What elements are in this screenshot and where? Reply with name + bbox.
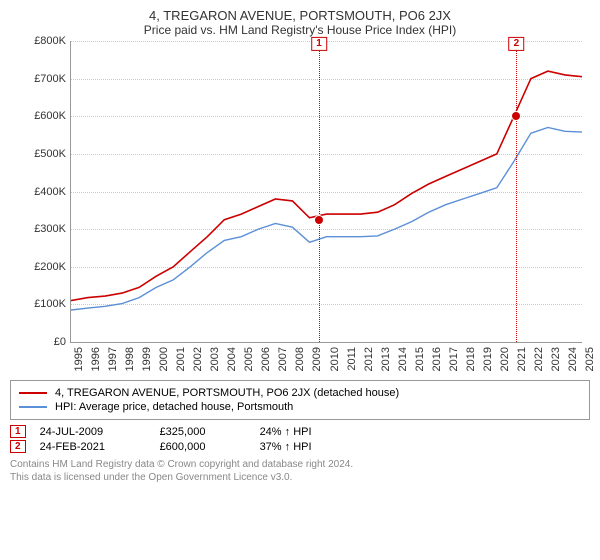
y-tick-label: £300K — [22, 223, 66, 235]
price-chart: 12 £0£100K£200K£300K£400K£500K£600K£700K… — [22, 41, 582, 379]
sale-row-flag: 2 — [10, 440, 26, 453]
x-tick-label: 2020 — [499, 347, 511, 371]
footer-line-1: Contains HM Land Registry data © Crown c… — [10, 458, 590, 471]
x-tick-label: 2017 — [448, 347, 460, 371]
y-tick-label: £100K — [22, 298, 66, 310]
footer-attribution: Contains HM Land Registry data © Crown c… — [10, 458, 590, 484]
legend-item: HPI: Average price, detached house, Port… — [19, 401, 581, 413]
x-tick-label: 2011 — [346, 347, 358, 371]
x-tick-label: 1995 — [73, 347, 85, 371]
x-tick-label: 2005 — [243, 347, 255, 371]
sale-point — [314, 215, 324, 225]
sale-row: 1 24-JUL-2009£325,00024% ↑ HPI — [10, 424, 590, 439]
x-tick-label: 2023 — [550, 347, 562, 371]
x-tick-label: 2013 — [380, 347, 392, 371]
x-tick-label: 2025 — [584, 347, 596, 371]
sale-row-diff: 24% ↑ HPI — [260, 426, 312, 438]
sale-flag: 2 — [509, 37, 525, 51]
legend-item: 4, TREGARON AVENUE, PORTSMOUTH, PO6 2JX … — [19, 387, 581, 399]
x-tick-label: 1996 — [90, 347, 102, 371]
x-tick-label: 2003 — [209, 347, 221, 371]
x-tick-label: 2007 — [277, 347, 289, 371]
legend: 4, TREGARON AVENUE, PORTSMOUTH, PO6 2JX … — [10, 380, 590, 420]
x-tick-label: 2006 — [260, 347, 272, 371]
series-line-property — [71, 71, 582, 301]
x-tick-label: 2018 — [465, 347, 477, 371]
page-title: 4, TREGARON AVENUE, PORTSMOUTH, PO6 2JX — [10, 8, 590, 23]
sale-row-date: 24-JUL-2009 — [40, 426, 160, 438]
sale-marker-line — [516, 41, 517, 342]
y-tick-label: £500K — [22, 148, 66, 160]
sale-row-flag: 1 — [10, 425, 26, 438]
sale-row-diff: 37% ↑ HPI — [260, 441, 312, 453]
sale-row: 2 24-FEB-2021£600,00037% ↑ HPI — [10, 439, 590, 454]
x-tick-label: 2019 — [482, 347, 494, 371]
x-tick-label: 2010 — [329, 347, 341, 371]
footer-line-2: This data is licensed under the Open Gov… — [10, 471, 590, 484]
y-tick-label: £0 — [22, 336, 66, 348]
x-tick-label: 2001 — [175, 347, 187, 371]
sale-point — [511, 111, 521, 121]
x-tick-label: 2002 — [192, 347, 204, 371]
x-tick-label: 2022 — [533, 347, 545, 371]
sales-table: 1 24-JUL-2009£325,00024% ↑ HPI 2 24-FEB-202… — [10, 424, 590, 454]
legend-swatch — [19, 406, 47, 408]
x-tick-label: 2004 — [226, 347, 238, 371]
x-tick-label: 2016 — [431, 347, 443, 371]
y-tick-label: £600K — [22, 110, 66, 122]
x-tick-label: 2009 — [311, 347, 323, 371]
y-tick-label: £200K — [22, 261, 66, 273]
x-tick-label: 2024 — [567, 347, 579, 371]
x-tick-label: 2012 — [363, 347, 375, 371]
legend-label: HPI: Average price, detached house, Port… — [55, 401, 293, 413]
sale-row-price: £600,000 — [160, 441, 260, 453]
legend-label: 4, TREGARON AVENUE, PORTSMOUTH, PO6 2JX … — [55, 387, 399, 399]
x-tick-label: 1999 — [141, 347, 153, 371]
x-tick-label: 2008 — [294, 347, 306, 371]
x-tick-label: 2021 — [516, 347, 528, 371]
sale-flag: 1 — [311, 37, 327, 51]
sale-row-date: 24-FEB-2021 — [40, 441, 160, 453]
x-tick-label: 2000 — [158, 347, 170, 371]
y-tick-label: £800K — [22, 35, 66, 47]
x-tick-label: 1998 — [124, 347, 136, 371]
x-tick-label: 2014 — [397, 347, 409, 371]
x-tick-label: 1997 — [107, 347, 119, 371]
page-subtitle: Price paid vs. HM Land Registry's House … — [10, 23, 590, 37]
sale-row-price: £325,000 — [160, 426, 260, 438]
legend-swatch — [19, 392, 47, 394]
x-tick-label: 2015 — [414, 347, 426, 371]
y-tick-label: £700K — [22, 73, 66, 85]
y-tick-label: £400K — [22, 186, 66, 198]
sale-marker-line — [319, 41, 320, 342]
